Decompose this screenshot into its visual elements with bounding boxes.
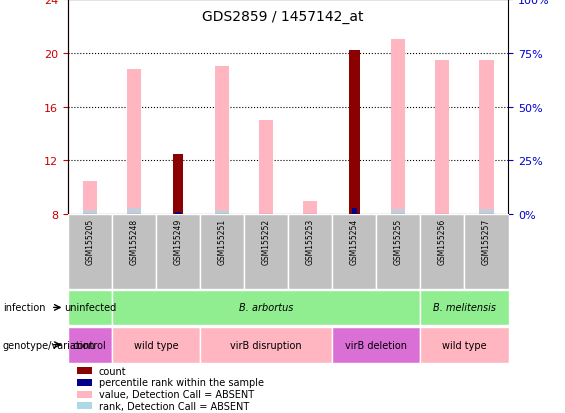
Text: virB disruption: virB disruption: [231, 340, 302, 350]
Text: rank, Detection Call = ABSENT: rank, Detection Call = ABSENT: [99, 401, 249, 411]
Text: wild type: wild type: [442, 340, 486, 350]
Text: GSM155251: GSM155251: [218, 218, 227, 264]
Bar: [127, 70, 141, 215]
Text: value, Detection Call = ABSENT: value, Detection Call = ABSENT: [99, 389, 254, 399]
Text: GSM155257: GSM155257: [482, 218, 491, 265]
FancyBboxPatch shape: [68, 215, 112, 289]
Text: genotype/variation: genotype/variation: [3, 340, 95, 350]
Text: uninfected: uninfected: [64, 303, 116, 313]
Text: control: control: [73, 340, 107, 350]
Text: wild type: wild type: [134, 340, 178, 350]
Bar: [351, 208, 357, 215]
FancyBboxPatch shape: [244, 215, 288, 289]
FancyBboxPatch shape: [332, 215, 376, 289]
FancyBboxPatch shape: [420, 327, 508, 363]
Text: count: count: [99, 366, 126, 376]
FancyBboxPatch shape: [156, 215, 200, 289]
FancyBboxPatch shape: [288, 215, 332, 289]
Bar: [303, 202, 317, 215]
Bar: [83, 181, 97, 215]
Text: GDS2859 / 1457142_at: GDS2859 / 1457142_at: [202, 10, 363, 24]
FancyBboxPatch shape: [200, 215, 244, 289]
FancyBboxPatch shape: [68, 327, 112, 363]
Text: B. melitensis: B. melitensis: [433, 303, 496, 313]
Text: percentile rank within the sample: percentile rank within the sample: [99, 377, 264, 387]
Bar: [259, 121, 273, 215]
Text: GSM155254: GSM155254: [350, 218, 359, 265]
Text: GSM155256: GSM155256: [438, 218, 447, 265]
FancyBboxPatch shape: [376, 215, 420, 289]
Bar: [480, 60, 493, 215]
Bar: [215, 211, 229, 215]
Text: GSM155255: GSM155255: [394, 218, 403, 265]
FancyBboxPatch shape: [420, 290, 508, 325]
FancyBboxPatch shape: [420, 215, 464, 289]
Text: GSM155205: GSM155205: [85, 218, 94, 265]
Bar: [175, 212, 181, 215]
Bar: [215, 67, 229, 215]
Bar: [83, 211, 97, 215]
FancyBboxPatch shape: [68, 290, 112, 325]
Bar: [127, 208, 141, 215]
Bar: [77, 402, 92, 409]
Text: GSM155252: GSM155252: [262, 218, 271, 264]
Bar: [349, 51, 359, 215]
FancyBboxPatch shape: [112, 215, 156, 289]
FancyBboxPatch shape: [112, 327, 200, 363]
FancyBboxPatch shape: [200, 327, 332, 363]
FancyBboxPatch shape: [112, 290, 420, 325]
Text: infection: infection: [3, 303, 45, 313]
Text: GSM155248: GSM155248: [129, 218, 138, 264]
Bar: [480, 209, 493, 215]
Bar: [173, 154, 183, 215]
Bar: [436, 60, 449, 215]
Text: virB deletion: virB deletion: [345, 340, 407, 350]
Text: B. arbortus: B. arbortus: [239, 303, 293, 313]
Bar: [392, 40, 405, 215]
FancyBboxPatch shape: [464, 215, 508, 289]
Bar: [77, 379, 92, 386]
Bar: [77, 368, 92, 374]
Text: GSM155249: GSM155249: [173, 218, 182, 265]
FancyBboxPatch shape: [332, 327, 420, 363]
Bar: [77, 391, 92, 398]
Bar: [392, 209, 405, 215]
Text: GSM155253: GSM155253: [306, 218, 315, 265]
